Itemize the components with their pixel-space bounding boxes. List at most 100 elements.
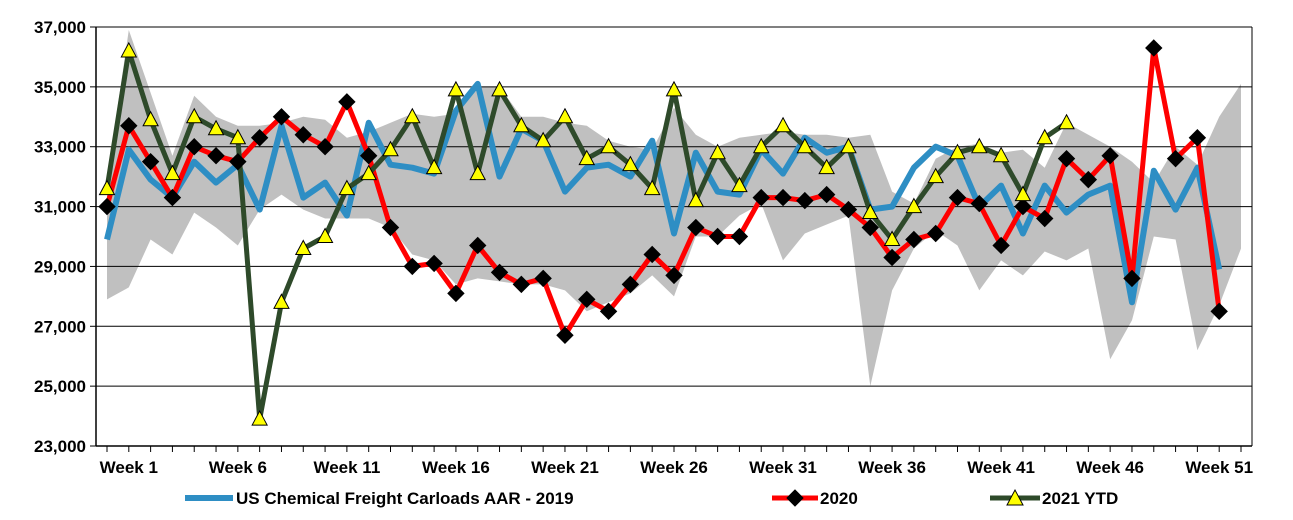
series-2021-ytd-point (229, 128, 247, 145)
series-2021-ytd-point (513, 116, 530, 133)
series-2021-ytd-point (578, 149, 596, 166)
x-tick-label: Week 21 (531, 458, 599, 477)
x-tick-label: Week 26 (640, 458, 708, 477)
x-tick-label: Week 11 (313, 458, 380, 477)
series-2020-point (621, 275, 640, 294)
series-2020-point (1057, 149, 1076, 168)
series-2020-point (294, 126, 312, 144)
series-2020-point (207, 146, 225, 165)
series-2021-ytd-point (164, 164, 181, 181)
series-2020-point (141, 152, 160, 171)
series-2020-point (381, 218, 400, 237)
series-2020-point (905, 230, 923, 249)
series-2021-ytd-point (491, 80, 508, 97)
series-2020-point (163, 188, 182, 207)
range-band (107, 30, 1241, 387)
series-2020-point (861, 218, 879, 237)
series-2021-ytd-point (970, 137, 988, 154)
series-2020-point (359, 146, 378, 165)
series-2020-point (1210, 302, 1228, 321)
y-tick-label: 37,000 (34, 18, 86, 37)
series-2020-point (643, 245, 661, 264)
series-2020-point (1014, 197, 1032, 216)
series-2020-point (1036, 209, 1054, 228)
y-tick-label: 29,000 (34, 257, 86, 276)
series-2020-point (1166, 149, 1185, 168)
series-2021-ytd-point (425, 158, 443, 175)
series-2021-ytd-point (120, 41, 138, 58)
series-2021-ytd-point (185, 107, 203, 124)
series-2021-ytd-point (556, 107, 574, 124)
series-2021-ytd-point (273, 293, 290, 309)
series-2020-point (1145, 39, 1163, 57)
series-2021-ytd-point (316, 227, 334, 243)
series-2020-point (839, 200, 858, 219)
series-2021-ytd-point (709, 143, 726, 160)
series-2020-point (1101, 146, 1119, 165)
series-2020-point (272, 108, 291, 126)
series-2021-ytd-point (534, 131, 552, 148)
series-2020-point (730, 227, 749, 246)
series-2021-ytd-point (142, 110, 159, 127)
series-2020-point (578, 290, 596, 309)
series-2020-point (948, 188, 967, 207)
series-2021-ytd-point (382, 140, 399, 157)
series-2020-point (752, 188, 770, 207)
series-2019-line (104, 80, 1223, 306)
series-2020-point (403, 257, 422, 276)
tick-labels-layer: 23,000 25,000 27,000 29,000 31,000 33,000 35,0… (34, 18, 1253, 477)
series-2021-ytd-point (1036, 128, 1054, 145)
series-2020-point (774, 188, 792, 207)
series-2021-ytd-point (927, 167, 945, 184)
series-2021-ytd-point (861, 203, 879, 220)
series-2020-point (120, 117, 138, 135)
series-2020-point (425, 254, 443, 273)
legend-marker-2021 (1006, 488, 1024, 506)
y-tick-label: 33,000 (34, 138, 86, 157)
series-2021-ytd-point (251, 410, 268, 426)
series-2021-ytd-point (294, 239, 312, 255)
series-2020-point (1188, 129, 1207, 147)
series-2021-ytd-point (883, 230, 901, 246)
axes-layer (90, 26, 1253, 452)
x-tick-label: Week 41 (967, 458, 1035, 477)
series-2021-ytd-point (600, 137, 617, 154)
series-2021-ytd-point (752, 137, 770, 154)
series-2020-point (185, 138, 203, 156)
series-2021-ytd-point (905, 197, 923, 214)
series-2020-point (512, 275, 531, 294)
series-2020-point (250, 129, 269, 147)
series-2021-ytd-point (622, 155, 639, 172)
series-2021-ytd-point (949, 143, 966, 160)
legend: US Chemical Freight Carloads AAR - 2019 … (185, 488, 1118, 508)
series-2021-ytd-point (447, 80, 465, 97)
y-tick-label: 27,000 (34, 317, 86, 336)
legend-label-2021: 2021 YTD (1042, 489, 1118, 508)
series-2021-ytd-point (207, 119, 225, 136)
series-2020-point (817, 185, 836, 204)
x-tick-label: Week 6 (209, 458, 267, 477)
series-2020-point (469, 236, 487, 255)
series-2021-ytd-point (360, 164, 378, 181)
series-2020-point (970, 194, 989, 213)
series-2020-point (1123, 269, 1141, 288)
series-2020-point (992, 236, 1010, 255)
series-2020-point (796, 191, 814, 210)
series-2020-point (316, 138, 334, 156)
legend-label-2019: US Chemical Freight Carloads AAR - 2019 (236, 489, 574, 508)
series-2020-point (229, 152, 247, 171)
x-tick-label: Week 16 (422, 458, 490, 477)
series-2021-ytd-point (665, 80, 683, 97)
series-2021-ytd-point (774, 116, 792, 133)
series-2020-point (98, 197, 116, 216)
series-2020-point (534, 269, 552, 288)
series-2020-point (556, 326, 574, 344)
series-2021-ytd-point (818, 158, 835, 175)
x-tick-label: Week 1 (100, 458, 158, 477)
series-2021-ytd-point (687, 191, 705, 208)
series-2021-ytd-point (403, 107, 421, 124)
series-2020-point (447, 284, 465, 303)
series-2020-point (926, 224, 945, 243)
